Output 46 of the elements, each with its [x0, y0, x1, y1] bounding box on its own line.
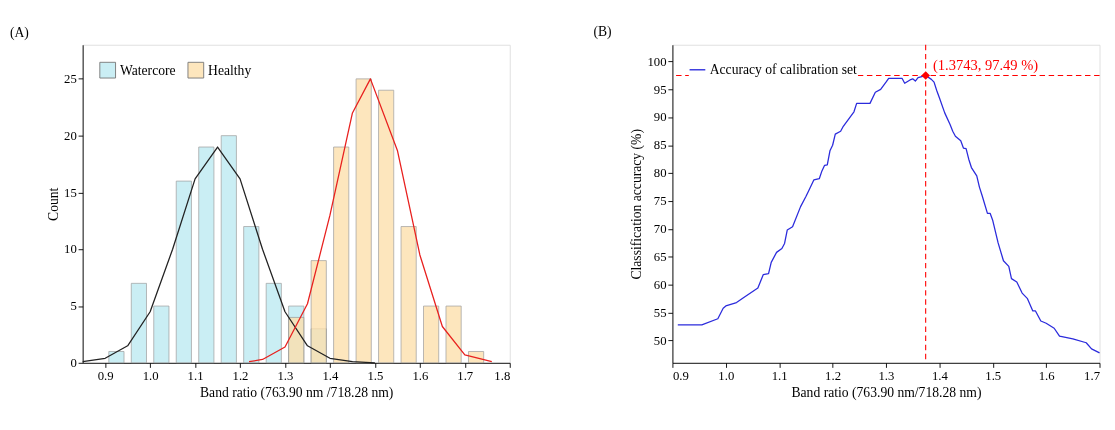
x-tick-label: 1.3 [277, 368, 294, 383]
y-tick-label: 65 [653, 249, 667, 264]
x-tick-label: 1.1 [771, 368, 788, 383]
y-tick-label: 20 [64, 128, 77, 143]
x-tick-label: 0.9 [97, 368, 114, 383]
y-axis-title: Count [45, 187, 61, 221]
chart-title: (A) [10, 24, 29, 41]
x-tick-label: 1.8 [494, 368, 511, 383]
x-tick-label: 1.4 [322, 368, 339, 383]
y-tick-label: 85 [653, 138, 667, 153]
x-tick-label: 1.5 [985, 368, 1002, 383]
y-tick-label: 70 [653, 222, 667, 237]
chart-title: (B) [593, 24, 612, 41]
x-axis-title: Band ratio (763.90 nm/718.28 nm) [791, 384, 982, 401]
x-tick-label: 1.2 [232, 368, 249, 383]
x-axis-title: Band ratio (763.90 nm /718.28 nm) [200, 384, 394, 401]
x-tick-label: 1.0 [142, 368, 159, 383]
x-tick-label: 1.2 [825, 368, 842, 383]
y-tick-label: 10 [64, 242, 77, 257]
x-tick-label: 0.9 [672, 368, 689, 383]
y-tick-label: 55 [653, 305, 667, 320]
y-tick-label: 0 [70, 355, 77, 370]
legend-label: Healthy [208, 62, 252, 78]
x-tick-label: 1.3 [878, 368, 895, 383]
x-tick-label: 1.6 [1038, 368, 1055, 383]
annotation: (1.3743, 97.49 %) [932, 57, 1039, 75]
x-tick-label: 1.5 [367, 368, 384, 383]
x-tick-label: 1.7 [457, 368, 474, 383]
x-tick-label: 1.1 [187, 368, 204, 383]
y-tick-label: 60 [653, 277, 667, 292]
y-tick-label: 15 [64, 185, 77, 200]
y-tick-label: 80 [653, 166, 667, 181]
x-tick-label: 1.6 [412, 368, 429, 383]
y-tick-label: 5 [70, 299, 77, 314]
y-tick-label: 25 [64, 71, 77, 86]
y-tick-label: 100 [647, 54, 667, 69]
y-tick-label: 75 [653, 194, 667, 209]
y-tick-label: 90 [653, 110, 667, 125]
y-tick-label: 95 [653, 82, 667, 97]
x-tick-label: 1.0 [718, 368, 735, 383]
x-tick-label: 1.4 [931, 368, 949, 383]
legend-label: Watercore [119, 62, 176, 78]
legend-label: Accuracy of calibration set [709, 62, 858, 78]
x-tick-label: 1.7 [1084, 368, 1101, 383]
y-tick-label: 50 [653, 333, 667, 348]
y-axis-title: Classification accuracy (%) [629, 128, 646, 280]
